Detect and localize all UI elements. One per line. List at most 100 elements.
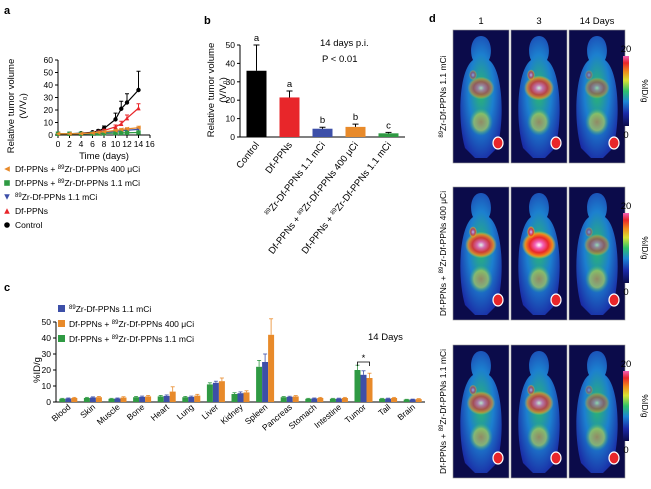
panel-d-liver-signal <box>465 231 497 259</box>
panel-d-tumor-roi <box>608 293 620 307</box>
panel-d-colorbar <box>623 213 629 283</box>
panel-d-tumor-roi <box>550 136 562 150</box>
panel-d-tumor-roi <box>492 136 504 150</box>
panel-d-tumor-roi <box>608 136 620 150</box>
panel-a-y-tick-label: 30 <box>44 93 54 103</box>
panel-a-data-point <box>78 131 84 136</box>
panel-a-x-tick-label: 4 <box>79 139 84 149</box>
panel-d-abdomen-signal <box>585 423 609 451</box>
panel-a-legend-label: Df-PPNs <box>15 206 48 216</box>
panel-a-data-point <box>124 115 130 121</box>
panel-d-column-label: 3 <box>536 16 541 27</box>
panel-c-bar <box>89 397 96 402</box>
panel-a-data-point <box>119 127 124 132</box>
panel-a-y-tick-label: 0 <box>48 130 53 140</box>
panel-c-y-tick-label: 50 <box>42 317 52 327</box>
panel-d-column-label: 14 Days <box>580 16 615 27</box>
panel-c-y-tick-label: 20 <box>42 365 52 375</box>
panel-a-data-point <box>96 130 101 135</box>
panel-a-data-point <box>124 126 130 132</box>
panel-c-y-tick-label: 0 <box>46 397 51 407</box>
panel-d-liver-signal <box>584 234 610 256</box>
panel-c-legend-swatch <box>58 305 65 312</box>
panel-c-bar <box>286 396 293 402</box>
panel-b-bar <box>279 97 300 137</box>
panel-a-data-point <box>113 117 118 122</box>
panel-c-legend-swatch <box>58 320 65 327</box>
panel-b-annotation-days: 14 days p.i. <box>320 38 369 49</box>
panel-c-bar <box>341 398 348 402</box>
panel-d-abdomen-signal <box>527 265 551 293</box>
panel-c-bar <box>335 398 342 402</box>
panel-c-bar <box>415 399 422 402</box>
panel-d-colorbar-min: 0 <box>623 130 628 141</box>
panel-b-ylabel: Relative tumor volume <box>206 43 217 138</box>
panel-a-data-point <box>124 100 130 105</box>
panel-d-row-label: 89Zr-Df-PPNs 1.1 mCi <box>438 55 448 137</box>
panel-d-row-label: Df-PPNs + 89Zr-Df-PPNs 400 μCi <box>438 191 448 316</box>
panel-label-b: b <box>204 15 211 27</box>
panel-a-legend-marker <box>4 194 10 200</box>
panel-c-bar <box>212 382 219 402</box>
panel-label-d: d <box>429 13 436 25</box>
panel-a-ylabel-unit: (V/V₀) <box>18 93 29 119</box>
panel-d-heart-signal <box>585 227 593 237</box>
panel-c-legend: 89Zr-Df-PPNs 1.1 mCi Df-PPNs + 89Zr-Df-PP… <box>58 304 194 344</box>
panel-d-colorbar-min: 0 <box>623 287 628 298</box>
panel-c-bar <box>59 398 66 402</box>
panel-c-bar <box>120 397 127 402</box>
panel-d-abdomen-signal <box>469 265 493 293</box>
panel-c-ylabel: %ID/g <box>32 357 43 383</box>
panel-b-category-label: Df-PPNs <box>263 140 295 176</box>
panel-a-data-point <box>90 130 95 136</box>
panel-a-legend-label: Control <box>15 220 43 230</box>
panel-c-bar <box>317 398 324 402</box>
panel-b-y-tick-label: 30 <box>226 77 236 87</box>
panel-a-data-point <box>124 130 130 135</box>
panel-b-ylabel-unit: (V/V₀) <box>218 77 229 103</box>
panel-b-significance-letter: b <box>353 112 358 123</box>
panel-a-y-tick-label: 60 <box>44 55 54 65</box>
panel-d-liver-signal <box>466 391 496 415</box>
panel-d-colorbar-unit: %ID/g <box>640 79 650 102</box>
panel-a-data-point <box>101 129 107 134</box>
panel-c-bar <box>169 391 176 402</box>
panel-a-data-point <box>136 130 141 135</box>
panel-d-colorbar-max: 20 <box>621 359 632 370</box>
panel-c-category-label: Tail <box>376 402 392 418</box>
panel-c-bar <box>256 366 263 402</box>
panel-b-bar <box>246 70 267 137</box>
panel-d-tumor-roi <box>550 293 562 307</box>
panel-c-category-label: Heart <box>149 401 172 422</box>
panel-c-category-label: Brain <box>395 402 417 423</box>
panel-a-series <box>55 70 141 136</box>
panel-a-series-line <box>58 127 139 135</box>
panel-a-x-tick-label: 12 <box>122 139 132 149</box>
panel-c-bar <box>188 396 195 402</box>
panel-d-colorbar-unit: %ID/g <box>640 394 650 417</box>
panel-c-bar <box>95 397 102 402</box>
panel-a-data-point <box>101 131 107 136</box>
panel-d-colorbar-unit: %ID/g <box>640 236 650 259</box>
panel-b-significance-letter: a <box>287 79 293 90</box>
panel-c-bar <box>385 398 392 402</box>
panel-a-x-tick-label: 2 <box>67 139 72 149</box>
panel-c-bar-chart: 0 10 20 30 40 50 %ID/g 14 Days Blood SkinMuscl… <box>32 304 425 433</box>
panel-a-xlabel: Time (days) <box>79 151 129 162</box>
panel-a-x-tick-label: 16 <box>145 139 155 149</box>
panel-c-bar <box>360 374 367 402</box>
panel-b-bar <box>378 133 399 137</box>
panel-d-heart-signal <box>527 69 535 81</box>
panel-a-y-tick-label: 50 <box>44 68 54 78</box>
panel-a-x-tick-label: 0 <box>56 139 61 149</box>
panel-a-x-tick-label: 6 <box>90 139 95 149</box>
panel-a-legend: Df-PPNs + 89Zr-Df-PPNs 400 μCi Df-PPNs + … <box>4 164 140 230</box>
panel-c-category-label: Muscle <box>95 402 122 427</box>
panel-a-data-point <box>119 121 124 126</box>
panel-a-data-point <box>113 124 118 130</box>
panel-c-bar <box>114 398 121 402</box>
panel-d-tumor-roi <box>550 451 562 465</box>
panel-c-bar <box>182 397 189 402</box>
panel-d-tumor-roi <box>492 451 504 465</box>
